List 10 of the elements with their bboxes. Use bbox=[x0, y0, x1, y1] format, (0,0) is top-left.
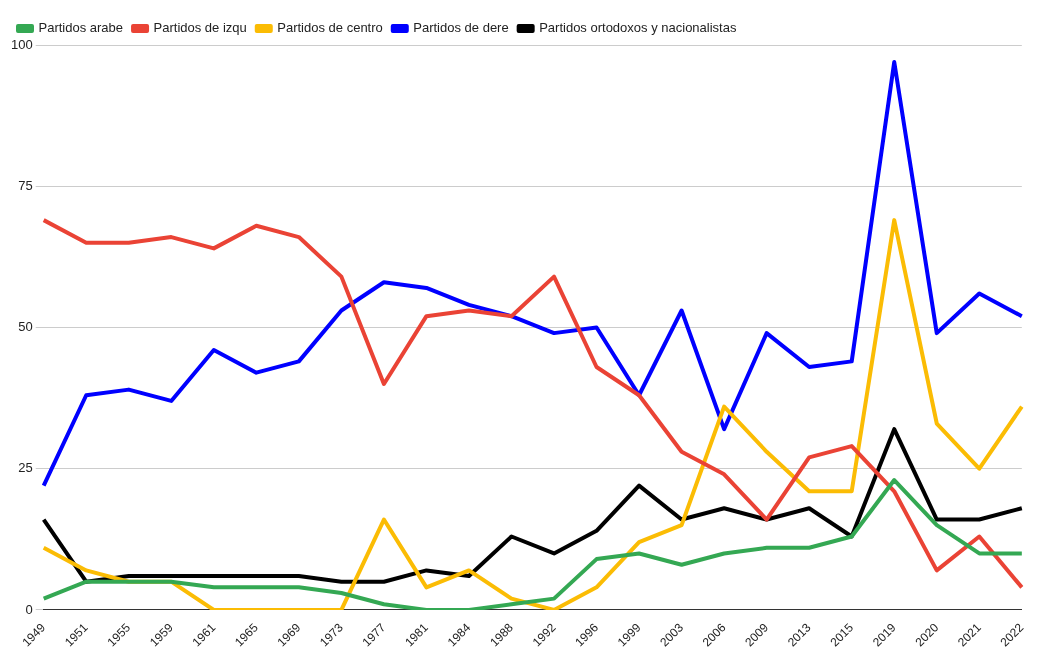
y-tick-label: 25 bbox=[18, 460, 33, 476]
y-tick-label: 75 bbox=[18, 177, 33, 193]
y-tick-label: 50 bbox=[18, 319, 33, 335]
y-tick-label: 100 bbox=[10, 36, 33, 52]
legend-label: Partidos de centro bbox=[277, 20, 383, 36]
y-tick-label: 0 bbox=[25, 601, 33, 617]
legend-label: Partidos de dere bbox=[413, 20, 509, 36]
legend-label: Partidos arabe bbox=[38, 20, 124, 36]
legend-label: Partidos ortodoxos y nacionalistas bbox=[539, 20, 737, 36]
legend-label: Partidos de izqu bbox=[153, 20, 247, 36]
